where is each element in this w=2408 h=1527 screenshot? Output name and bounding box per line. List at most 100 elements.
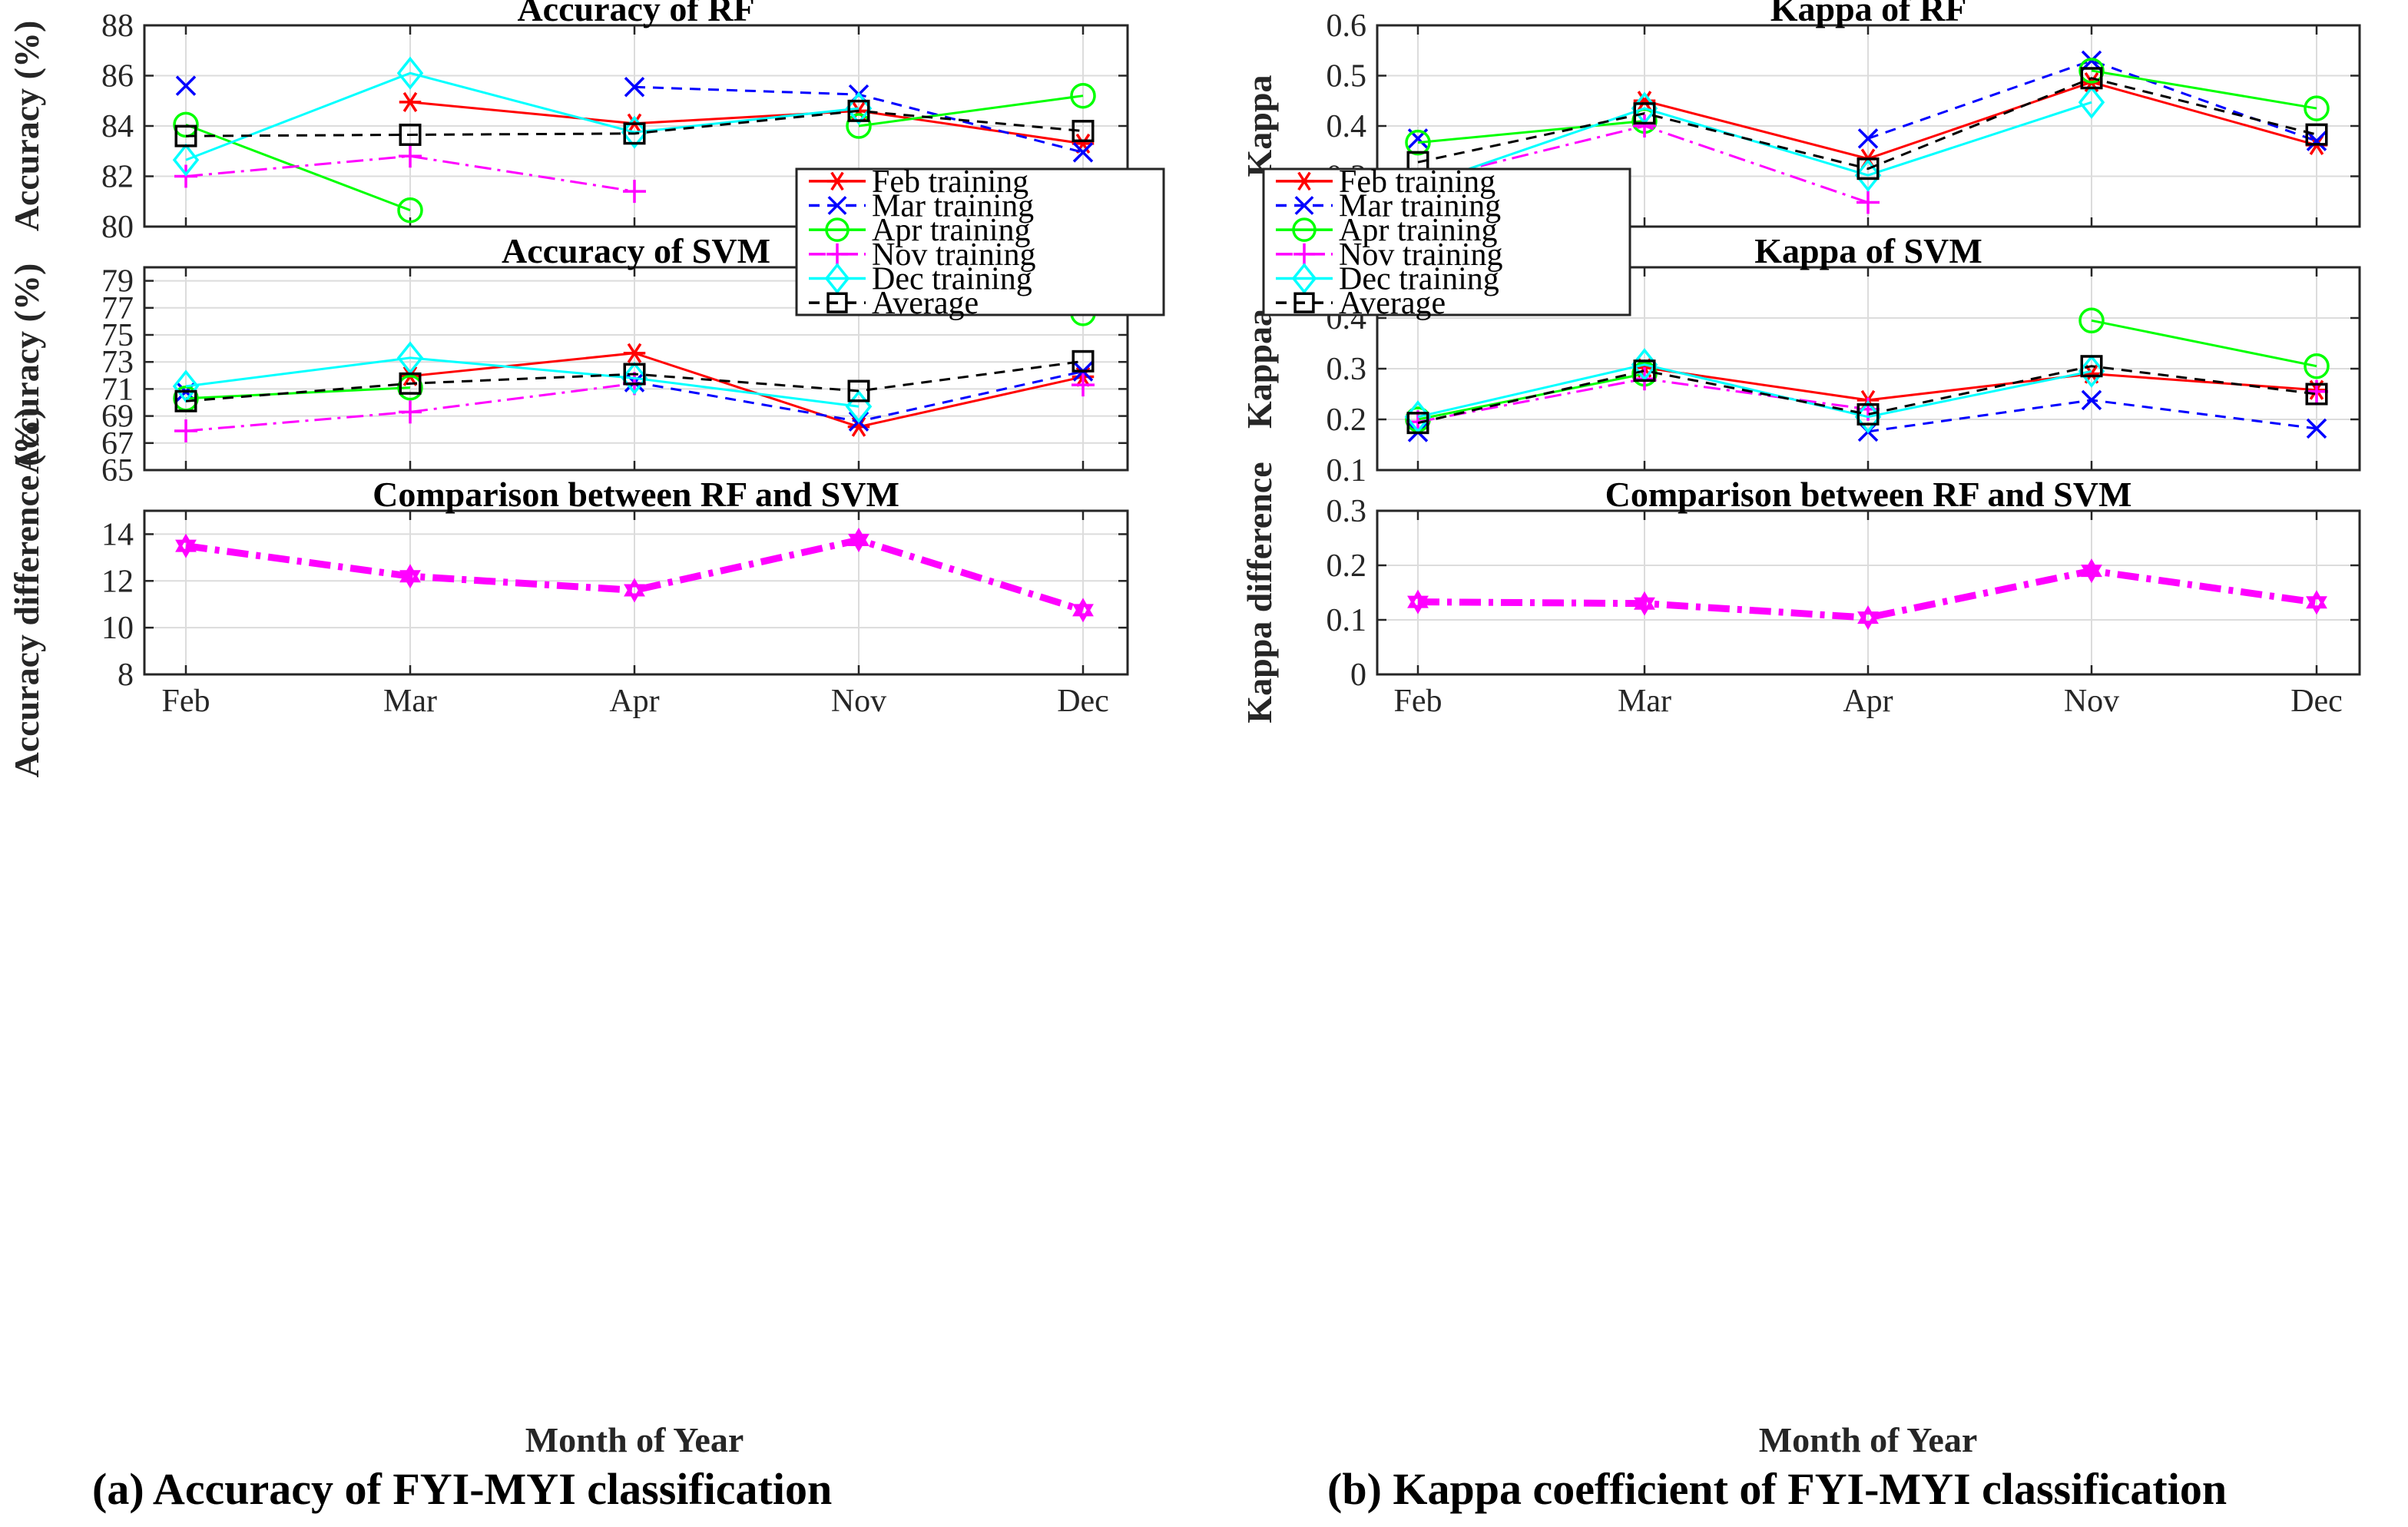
axes-box — [143, 266, 1129, 472]
data-point — [396, 341, 424, 375]
data-point — [173, 111, 199, 138]
y-tick-label: 65 — [101, 453, 134, 489]
data-point — [399, 372, 422, 395]
panel-kappa_diff: 0 0.1 0.2 0.3 Feb Mar Apr Nov Dec Comparison betw… — [1240, 462, 2361, 724]
y-tick-label: 0.1 — [1327, 603, 1367, 638]
legend-entry: Average — [1276, 286, 1446, 321]
data-point — [175, 75, 197, 96]
legend-marker — [826, 171, 848, 191]
ticks: 80 82 84 86 88 — [101, 8, 1128, 245]
data-point — [845, 91, 873, 125]
series-line — [1417, 77, 2317, 171]
legend-box — [1262, 167, 1631, 316]
x-tick-label: Feb — [162, 684, 210, 719]
legend-marker — [826, 243, 848, 265]
legend-label: Nov training — [872, 237, 1035, 273]
data-point — [2304, 353, 2330, 379]
data-point — [847, 99, 870, 122]
data-point — [623, 363, 646, 386]
x-tick-label: Mar — [1618, 684, 1671, 719]
y-tick-label: 67 — [101, 426, 134, 462]
x-axis-label-right: Month of Year — [1759, 1420, 1977, 1459]
series-line — [185, 536, 1085, 614]
data-point — [1072, 142, 1094, 163]
data-point — [1633, 102, 1656, 125]
x-tick-label: Feb — [1394, 684, 1442, 719]
legend-entry: Nov training — [809, 237, 1035, 273]
legend-entry: Mar training — [809, 189, 1034, 224]
x-tick-label: Nov — [831, 684, 886, 719]
data-point — [621, 115, 648, 149]
x-axis-label-left: Month of Year — [525, 1420, 744, 1459]
data-point — [1857, 190, 1880, 214]
data-point — [1857, 402, 1880, 426]
panel-acc_rf: 80 82 84 86 88 Accuracy of RF Accuracy (%) — [7, 0, 1129, 245]
data-point — [397, 374, 423, 401]
panel-title: Kappa of SVM — [1754, 231, 1982, 270]
data-point — [1072, 120, 1095, 143]
data-point — [2078, 85, 2105, 119]
y-axis-label: Kappaa — [1240, 309, 1279, 429]
series-average — [1406, 67, 2328, 181]
series-line — [185, 382, 635, 432]
y-tick-label: 0 — [1350, 658, 1366, 693]
data-point — [1634, 591, 1655, 616]
data-point — [2306, 590, 2327, 615]
series-difference — [175, 528, 1094, 623]
y-tick-label: 0.5 — [1327, 59, 1367, 94]
legend-label: Average — [1339, 286, 1446, 321]
y-axis-label: Accuracy difference (%) — [7, 408, 46, 778]
data-point — [1406, 412, 1429, 435]
legend-label: Feb training — [872, 164, 1028, 200]
y-tick-label: 0.1 — [1327, 453, 1367, 489]
x-tick-label: Apr — [1843, 684, 1893, 719]
data-point — [1854, 158, 1882, 192]
panel-title: Comparison between RF and SVM — [1605, 475, 2132, 514]
y-tick-label: 14 — [101, 517, 134, 552]
panel-acc_diff: 8 10 12 14 Feb Mar Apr Nov Dec Comparison between… — [7, 408, 1129, 778]
legend-marker — [1293, 171, 1315, 191]
y-tick-label: 8 — [118, 658, 134, 693]
data-point — [1633, 114, 1656, 137]
legend-entry: Nov training — [1276, 237, 1502, 273]
legend-label: Mar training — [1339, 189, 1501, 224]
legend-entry: Feb training — [1276, 164, 1495, 200]
data-point — [399, 123, 422, 146]
legend-marker — [1293, 292, 1315, 313]
legend-marker — [825, 217, 850, 242]
data-point — [174, 124, 197, 147]
data-point — [2306, 418, 2327, 439]
legend-entry: Average — [809, 286, 979, 321]
y-tick-label: 80 — [101, 210, 134, 245]
data-point — [2304, 95, 2330, 121]
series-line — [2091, 319, 2317, 368]
legend-entry: Dec training — [1276, 262, 1499, 297]
data-point — [623, 122, 646, 145]
legend-marker — [1291, 263, 1317, 294]
series-line — [858, 94, 1084, 128]
y-tick-label: 10 — [101, 611, 134, 646]
data-point — [2305, 123, 2328, 146]
data-point — [1070, 82, 1096, 109]
y-tick-label: 71 — [101, 372, 134, 407]
data-point — [174, 389, 197, 412]
data-point — [624, 578, 645, 603]
data-point — [2081, 50, 2102, 71]
y-tick-label: 75 — [101, 318, 134, 353]
plot-area — [144, 511, 1128, 674]
data-point — [1633, 91, 1656, 111]
series-line — [185, 123, 411, 212]
data-point — [2306, 131, 2327, 151]
series-line — [185, 356, 860, 408]
data-point — [1633, 359, 1656, 383]
series-average — [1406, 355, 2328, 435]
legend-entry: Apr training — [1276, 213, 1497, 248]
y-tick-label: 79 — [101, 264, 134, 300]
series-line — [1417, 119, 1645, 144]
legend-marker — [826, 292, 848, 313]
data-point — [174, 419, 197, 442]
legend-label: Feb training — [1339, 164, 1495, 200]
legend-entry: Mar training — [1276, 189, 1501, 224]
y-tick-label: 0.6 — [1327, 8, 1367, 44]
